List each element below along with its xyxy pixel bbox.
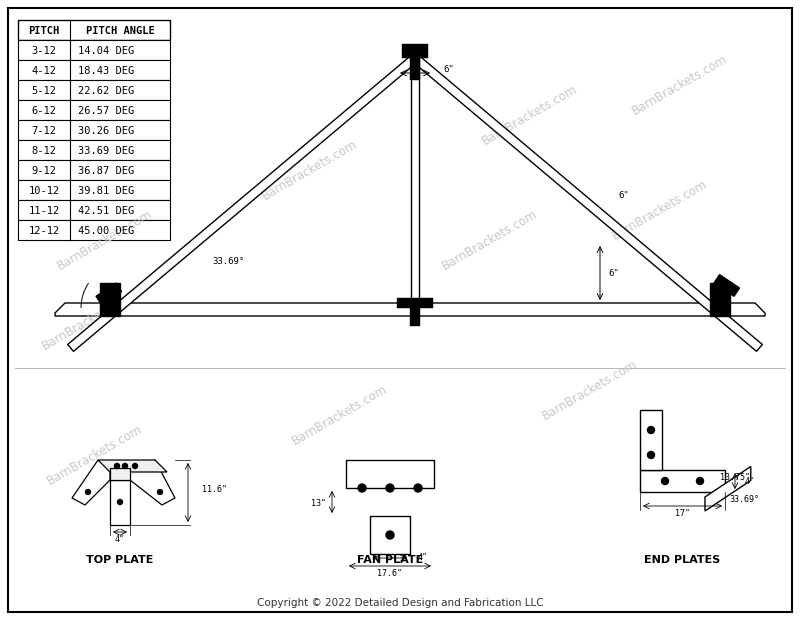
Text: 22.62 DEG: 22.62 DEG [78,85,134,96]
Circle shape [118,499,122,504]
Bar [18,100,170,120]
Text: 6-12: 6-12 [31,106,57,116]
Text: 11.6": 11.6" [202,486,227,494]
Bar [402,44,428,58]
Bar [18,120,170,140]
Text: BarnBrackets.com: BarnBrackets.com [40,287,140,352]
Text: 17": 17" [675,509,690,519]
Text: 4": 4" [745,476,755,486]
Circle shape [86,489,90,494]
Text: PITCH ANGLE: PITCH ANGLE [86,25,154,35]
Text: BarnBrackets.com: BarnBrackets.com [260,137,360,203]
Text: 14.04 DEG: 14.04 DEG [78,46,134,56]
Circle shape [122,464,127,468]
Text: 6": 6" [618,190,629,200]
Text: 13.75": 13.75" [720,473,750,481]
Text: 4": 4" [115,536,125,544]
Text: 10-12: 10-12 [28,185,60,195]
Text: 42.51 DEG: 42.51 DEG [78,206,134,216]
Bar [18,40,170,60]
Circle shape [158,489,162,494]
Text: END PLATES: END PLATES [644,555,721,565]
Polygon shape [72,460,110,505]
Text: 33.69°: 33.69° [212,258,244,266]
Polygon shape [55,303,765,316]
Text: 4-12: 4-12 [31,66,57,75]
Text: Copyright © 2022 Detailed Design and Fabrication LLC: Copyright © 2022 Detailed Design and Fab… [257,598,543,608]
Circle shape [386,531,394,539]
Bar [18,140,170,160]
Text: 39.81 DEG: 39.81 DEG [78,185,134,195]
Text: 8-12: 8-12 [31,145,57,156]
Text: BarnBrackets.com: BarnBrackets.com [45,423,145,488]
Bar [18,80,170,100]
Bar [410,58,420,80]
Text: 17.6": 17.6" [378,570,402,578]
Text: 30.26 DEG: 30.26 DEG [78,125,134,135]
Text: 33.69 DEG: 33.69 DEG [78,145,134,156]
Circle shape [114,464,119,468]
Text: BarnBrackets.com: BarnBrackets.com [55,208,155,273]
Text: BarnBrackets.com: BarnBrackets.com [630,53,730,117]
Text: BarnBrackets.com: BarnBrackets.com [480,82,580,148]
Circle shape [133,464,138,468]
Polygon shape [640,410,662,470]
Polygon shape [110,480,130,525]
Polygon shape [100,283,120,316]
Polygon shape [130,460,175,505]
Circle shape [662,478,669,485]
Text: 3-12: 3-12 [31,46,57,56]
Bar [18,20,170,40]
Bar [18,220,170,240]
Bar [18,60,170,80]
Text: 33.69°: 33.69° [729,494,759,504]
Polygon shape [98,460,167,472]
Text: FAN PLATE: FAN PLATE [357,555,423,565]
Text: 11-12: 11-12 [28,206,60,216]
Text: 6": 6" [443,66,454,75]
Text: 13": 13" [310,499,326,509]
Text: TOP PLATE: TOP PLATE [86,555,154,565]
Polygon shape [68,54,418,352]
Polygon shape [640,470,725,492]
Circle shape [414,484,422,492]
Text: 4": 4" [418,554,428,562]
Text: 45.00 DEG: 45.00 DEG [78,226,134,235]
Bar [346,460,434,488]
Circle shape [358,484,366,492]
Circle shape [697,478,703,485]
Text: 26.57 DEG: 26.57 DEG [78,106,134,116]
Text: BarnBrackets.com: BarnBrackets.com [540,357,640,423]
Circle shape [647,426,654,433]
Bar [410,308,420,326]
Text: BarnBrackets.com: BarnBrackets.com [290,383,390,447]
Polygon shape [710,283,730,316]
Text: 18.43 DEG: 18.43 DEG [78,66,134,75]
Text: BarnBrackets.com: BarnBrackets.com [610,177,710,243]
Text: PITCH: PITCH [28,25,60,35]
Polygon shape [714,274,739,296]
Text: 7-12: 7-12 [31,125,57,135]
Bar [411,58,419,303]
Bar [397,298,433,308]
Bar [18,160,170,180]
Text: 36.87 DEG: 36.87 DEG [78,166,134,176]
Text: 6": 6" [608,268,618,277]
Circle shape [386,484,394,492]
Bar [370,516,410,554]
Text: BarnBrackets.com: BarnBrackets.com [440,208,540,273]
Bar [18,200,170,220]
Text: 12-12: 12-12 [28,226,60,235]
Polygon shape [110,468,130,480]
Bar [18,180,170,200]
Polygon shape [705,467,750,511]
Text: 5-12: 5-12 [31,85,57,96]
Polygon shape [96,283,122,305]
Circle shape [647,452,654,459]
Polygon shape [412,54,762,352]
Text: 9-12: 9-12 [31,166,57,176]
